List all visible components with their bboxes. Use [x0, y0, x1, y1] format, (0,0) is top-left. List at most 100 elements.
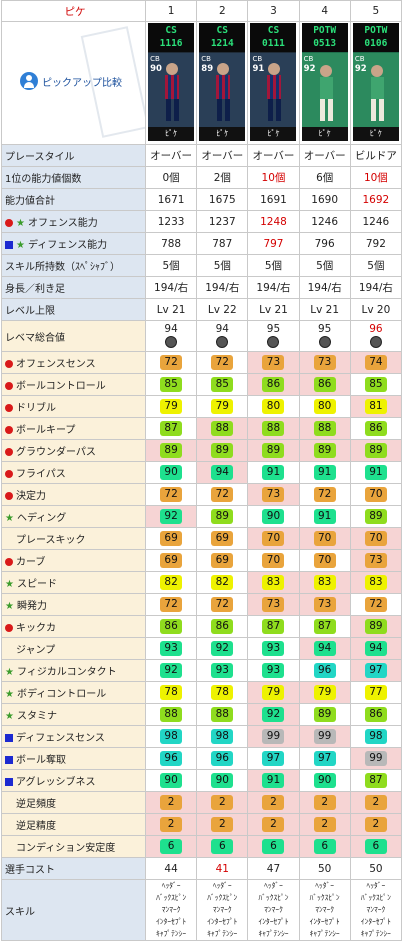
stat-badge: 98 [160, 729, 183, 744]
stat-badge: 93 [160, 641, 183, 656]
row-label: レベマ総合値 [1, 320, 146, 352]
card-overall: 92 [303, 64, 316, 74]
player-image [148, 53, 195, 127]
stat-cell: 89 [196, 439, 249, 462]
player-card[interactable]: POTW 0513 CB 92 ﾋﾟｹ [301, 23, 348, 141]
row-label: 身長／利き足 [1, 276, 146, 299]
skills-cell: ﾍｯﾀﾞｰ ﾊﾞｯｸｽﾋﾟﾝ ﾏﾝﾏｰｸ ｲﾝﾀｰｾﾌﾟﾄ ｷｬﾌﾟﾃﾝｼｰ [144, 879, 198, 941]
skill-name: ｷｬﾌﾟﾃﾝｼｰ [258, 929, 289, 938]
stat-badge: 78 [211, 685, 234, 700]
card-edition: POTW 0106 [352, 23, 399, 52]
stat-cell: 72 [196, 351, 249, 374]
stat-badge: 79 [160, 399, 183, 414]
skill-name: ﾏﾝﾏｰｸ [161, 905, 181, 914]
skill-name: ﾍｯﾀﾞｰ [366, 881, 386, 890]
player-image [352, 53, 399, 127]
stat-row: カーブ 69 69 70 70 73 [1, 549, 403, 572]
stat-badge: 90 [211, 773, 234, 788]
stat-badge: 85 [364, 377, 387, 392]
stat-badge: 73 [262, 597, 285, 612]
row-label-text: オフェンスセンス [16, 359, 96, 370]
stat-cell: 98 [144, 725, 198, 748]
stat-cell: 94 [196, 461, 249, 484]
value-cell: 1675 [196, 188, 249, 211]
pickup-compare-link[interactable]: ピックアップ比較 [20, 72, 122, 90]
offense-dot-icon [5, 219, 13, 227]
stat-cell: 85 [196, 373, 249, 396]
stat-cell: 2 [247, 813, 300, 836]
stat-badge: 72 [313, 487, 336, 502]
stat-badge: 90 [160, 465, 183, 480]
stat-badge: 88 [313, 421, 336, 436]
marker-spacer [5, 822, 13, 830]
player-card[interactable]: CS 0111 CB 91 ﾋﾟｹ [250, 23, 297, 141]
value-cell: 10個 [247, 166, 300, 189]
level-icon [318, 336, 331, 348]
stat-badge: 92 [160, 509, 183, 524]
stat-row: ボールキープ 87 88 88 88 86 [1, 417, 403, 440]
stat-badge: 6 [313, 839, 336, 854]
stat-cell: 70 [247, 527, 300, 550]
stat-badge: 83 [364, 575, 387, 590]
player-card[interactable]: CS 1116 CB 90 ﾋﾟｹ [148, 23, 195, 141]
card-position: CB [303, 55, 314, 63]
stat-cell: 96 [196, 747, 249, 770]
stat-cell: 90 [196, 769, 249, 792]
stat-row: ★ ヘディング 92 89 90 91 89 [1, 505, 403, 528]
row-label-text: グラウンダーパス [16, 447, 96, 458]
stat-cell: 99 [298, 725, 351, 748]
stat-badge: 70 [313, 553, 336, 568]
skill-name: ﾍｯﾀﾞｰ [161, 881, 181, 890]
value-cell: 50 [349, 857, 403, 880]
row-label: グラウンダーパス [1, 439, 146, 462]
column-number: 2 [196, 0, 249, 22]
row-label-text: キックカ [16, 623, 56, 634]
stat-cell: 98 [349, 725, 403, 748]
player-card[interactable]: POTW 0106 CB 92 ﾋﾟｹ [352, 23, 399, 141]
card-edition-label: POTW [364, 25, 388, 36]
row-label: ★ ヘディング [1, 505, 146, 528]
stat-badge: 88 [211, 421, 234, 436]
stat-badge: 83 [262, 575, 285, 590]
row-label: ドリブル [1, 395, 146, 418]
skill-name: ﾏﾝﾏｰｸ [315, 905, 335, 914]
stat-badge: 89 [364, 509, 387, 524]
stat-badge: 69 [160, 531, 183, 546]
player-image [301, 53, 348, 127]
stat-badge: 86 [262, 377, 285, 392]
skill-name: ﾍｯﾀﾞｰ [315, 881, 335, 890]
player-card[interactable]: CS 1214 CB 89 ﾋﾟｹ [199, 23, 246, 141]
stat-badge: 85 [160, 377, 183, 392]
stat-cell: 90 [144, 461, 198, 484]
offense-dot-icon [5, 404, 13, 412]
stat-cell: 90 [144, 769, 198, 792]
row-label: 選手コスト [1, 857, 146, 880]
value-cell: Lv 22 [196, 298, 249, 321]
stat-cell: 97 [349, 659, 403, 682]
stat-badge: 91 [262, 465, 285, 480]
stat-badge: 72 [211, 597, 234, 612]
row-label-text: レベマ総合値 [5, 332, 65, 344]
offense-dot-icon [5, 492, 13, 500]
stat-badge: 82 [211, 575, 234, 590]
card-position: CB [201, 55, 211, 63]
player-name-header: ピケ [1, 0, 146, 22]
stat-cell: 73 [247, 351, 300, 374]
column-number: 1 [144, 0, 198, 22]
user-icon [20, 72, 38, 90]
stat-badge: 91 [313, 465, 336, 480]
stat-cell: 83 [298, 571, 351, 594]
stat-badge: 89 [211, 509, 234, 524]
stat-badge: 89 [262, 443, 285, 458]
stat-badge: 82 [160, 575, 183, 590]
card-edition-label: CS [216, 25, 228, 36]
stat-badge: 96 [211, 751, 234, 766]
stat-cell: 73 [349, 549, 403, 572]
stat-badge: 2 [313, 795, 336, 810]
value-cell: 1237 [196, 210, 249, 233]
row-label-text: フィジカルコンタクト [16, 667, 117, 678]
stat-badge: 89 [364, 443, 387, 458]
card-edition: CS 1214 [199, 23, 246, 52]
stat-badge: 73 [262, 487, 285, 502]
row-label-text: スタミナ [16, 711, 57, 722]
